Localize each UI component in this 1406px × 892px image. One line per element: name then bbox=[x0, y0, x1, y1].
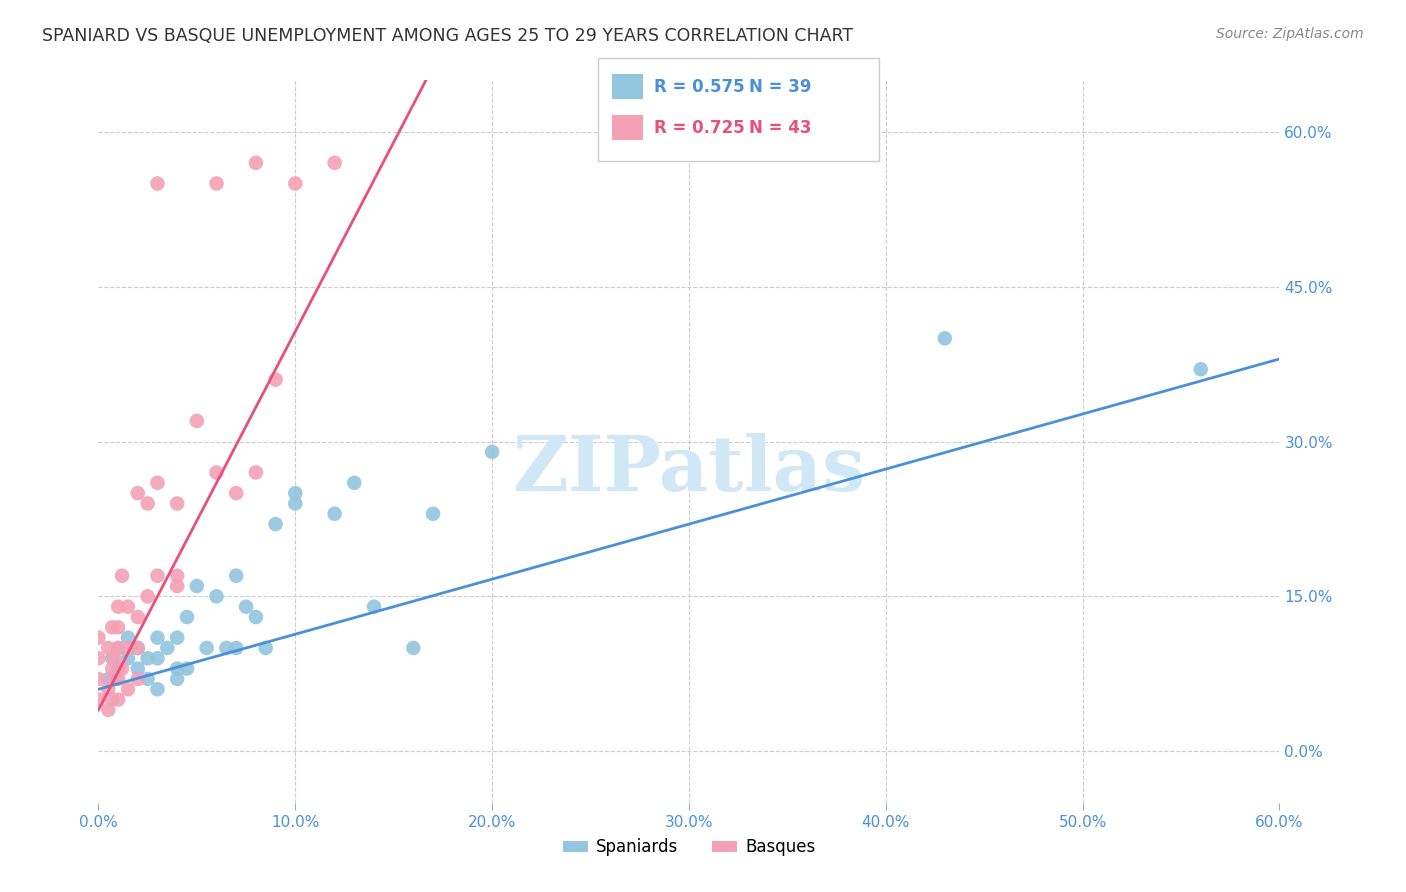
Point bbox=[101, 692, 124, 706]
Point bbox=[205, 590, 228, 604]
Point bbox=[97, 703, 120, 717]
Point bbox=[107, 692, 129, 706]
Point bbox=[127, 640, 149, 655]
Text: SPANIARD VS BASQUE UNEMPLOYMENT AMONG AGES 25 TO 29 YEARS CORRELATION CHART: SPANIARD VS BASQUE UNEMPLOYMENT AMONG AG… bbox=[42, 27, 853, 45]
Point bbox=[97, 640, 120, 655]
Point bbox=[107, 662, 129, 676]
Point bbox=[254, 640, 277, 655]
Point bbox=[127, 672, 149, 686]
Point bbox=[343, 475, 366, 490]
Point bbox=[166, 672, 188, 686]
Point bbox=[186, 579, 208, 593]
Text: N = 39: N = 39 bbox=[749, 78, 811, 95]
Point bbox=[284, 496, 307, 510]
Point bbox=[136, 496, 159, 510]
Point bbox=[127, 662, 149, 676]
Text: R = 0.725: R = 0.725 bbox=[654, 119, 745, 136]
Point bbox=[117, 682, 139, 697]
Point bbox=[107, 620, 129, 634]
Point bbox=[146, 177, 169, 191]
Point bbox=[111, 662, 134, 676]
Point bbox=[323, 507, 346, 521]
Point bbox=[284, 177, 307, 191]
Point bbox=[205, 466, 228, 480]
Point bbox=[107, 640, 129, 655]
Point bbox=[107, 599, 129, 614]
Point bbox=[402, 640, 425, 655]
Point bbox=[176, 610, 198, 624]
Point bbox=[166, 496, 188, 510]
Point bbox=[363, 599, 385, 614]
Legend: Spaniards, Basques: Spaniards, Basques bbox=[555, 831, 823, 863]
Point bbox=[284, 486, 307, 500]
Point bbox=[101, 620, 124, 634]
Point bbox=[156, 640, 179, 655]
Point bbox=[127, 640, 149, 655]
Point bbox=[136, 590, 159, 604]
Point bbox=[103, 672, 125, 686]
Point bbox=[146, 651, 169, 665]
Point bbox=[166, 662, 188, 676]
Text: N = 43: N = 43 bbox=[749, 119, 811, 136]
Point bbox=[136, 651, 159, 665]
Point bbox=[87, 631, 110, 645]
Point bbox=[87, 651, 110, 665]
Point bbox=[103, 651, 125, 665]
Point bbox=[934, 331, 956, 345]
Point bbox=[264, 517, 287, 532]
Point bbox=[481, 445, 503, 459]
Point bbox=[195, 640, 218, 655]
Point bbox=[235, 599, 257, 614]
Point bbox=[186, 414, 208, 428]
Point bbox=[205, 177, 228, 191]
Point bbox=[225, 568, 247, 582]
Point bbox=[117, 631, 139, 645]
Point bbox=[97, 672, 120, 686]
Point bbox=[146, 682, 169, 697]
Point bbox=[264, 373, 287, 387]
Point bbox=[87, 672, 110, 686]
Point bbox=[101, 651, 124, 665]
Point bbox=[245, 156, 267, 170]
Point bbox=[245, 466, 267, 480]
Point bbox=[117, 640, 139, 655]
Point bbox=[127, 486, 149, 500]
Point bbox=[101, 662, 124, 676]
Point bbox=[107, 672, 129, 686]
Point bbox=[146, 568, 169, 582]
Point bbox=[111, 568, 134, 582]
Point bbox=[127, 610, 149, 624]
Point bbox=[97, 682, 120, 697]
Point bbox=[323, 156, 346, 170]
Text: Source: ZipAtlas.com: Source: ZipAtlas.com bbox=[1216, 27, 1364, 41]
Point bbox=[245, 610, 267, 624]
Point bbox=[117, 599, 139, 614]
Point bbox=[166, 568, 188, 582]
Text: ZIPatlas: ZIPatlas bbox=[512, 434, 866, 508]
Point bbox=[136, 672, 159, 686]
Text: R = 0.575: R = 0.575 bbox=[654, 78, 744, 95]
Point bbox=[166, 631, 188, 645]
Point bbox=[166, 579, 188, 593]
Point bbox=[422, 507, 444, 521]
Point bbox=[225, 486, 247, 500]
Point bbox=[225, 640, 247, 655]
Point bbox=[87, 692, 110, 706]
Point bbox=[1189, 362, 1212, 376]
Point bbox=[215, 640, 238, 655]
Point bbox=[107, 640, 129, 655]
Point bbox=[146, 631, 169, 645]
Point bbox=[146, 475, 169, 490]
Point bbox=[117, 651, 139, 665]
Point bbox=[176, 662, 198, 676]
